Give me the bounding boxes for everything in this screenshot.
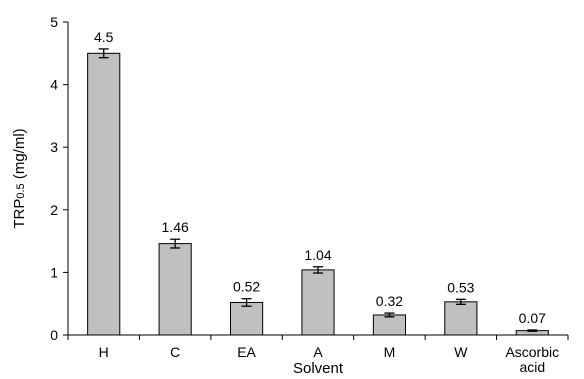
error-bar — [527, 329, 538, 332]
x-tick-label: C — [170, 344, 180, 360]
y-title-unit: (mg/ml) — [11, 128, 28, 183]
data-label: 0.52 — [233, 279, 260, 295]
bar — [230, 301, 264, 336]
y-tick-label: 1 — [50, 264, 58, 280]
data-label: 0.07 — [519, 310, 546, 326]
x-tick-label: EA — [237, 344, 256, 360]
error-bar — [241, 298, 252, 307]
bars — [87, 52, 549, 336]
x-tick-label-line: acid — [519, 359, 545, 375]
error-bar — [455, 298, 466, 305]
y-tick-label: 4 — [50, 77, 58, 93]
data-label: 1.04 — [304, 247, 331, 263]
data-labels: 4.5 1.46 0.52 1.04 0.32 0.53 0.07 — [94, 29, 546, 326]
x-axis: H C EA A M W Ascorbic acid — [67, 334, 569, 375]
y-axis: 0 1 2 3 4 5 — [50, 14, 69, 343]
x-axis-title: Solvent — [293, 360, 344, 377]
y-title-sub: 0.5 — [15, 183, 27, 198]
y-tick-label: 2 — [50, 202, 58, 218]
y-tick-label: 0 — [50, 327, 58, 343]
x-tick-label: M — [384, 344, 396, 360]
x-tick-label: W — [454, 344, 468, 360]
error-bars — [98, 48, 538, 332]
data-label: 0.53 — [447, 279, 474, 295]
bar — [444, 301, 478, 336]
error-bar — [170, 238, 181, 249]
x-tick-label: Ascorbic acid — [505, 344, 559, 375]
error-bar — [384, 312, 395, 318]
y-tick-label: 5 — [50, 14, 58, 30]
bar — [372, 314, 407, 336]
data-label: 0.32 — [376, 293, 403, 309]
y-tick-label: 3 — [50, 139, 58, 155]
error-bar — [313, 266, 323, 274]
data-label: 1.46 — [162, 219, 189, 235]
error-bar — [98, 48, 109, 59]
y-axis-title: TRP0.5 (mg/ml) — [11, 128, 28, 228]
x-tick-label: H — [99, 344, 109, 360]
bar — [87, 52, 121, 336]
x-tick-label: A — [313, 344, 323, 360]
x-tick-label-line: Ascorbic — [505, 344, 559, 360]
bar — [301, 269, 335, 336]
data-label: 4.5 — [94, 29, 114, 45]
bar — [158, 243, 192, 336]
y-title-main: TRP — [11, 199, 28, 229]
y-axis-title-text: TRP0.5 (mg/ml) — [11, 128, 28, 228]
